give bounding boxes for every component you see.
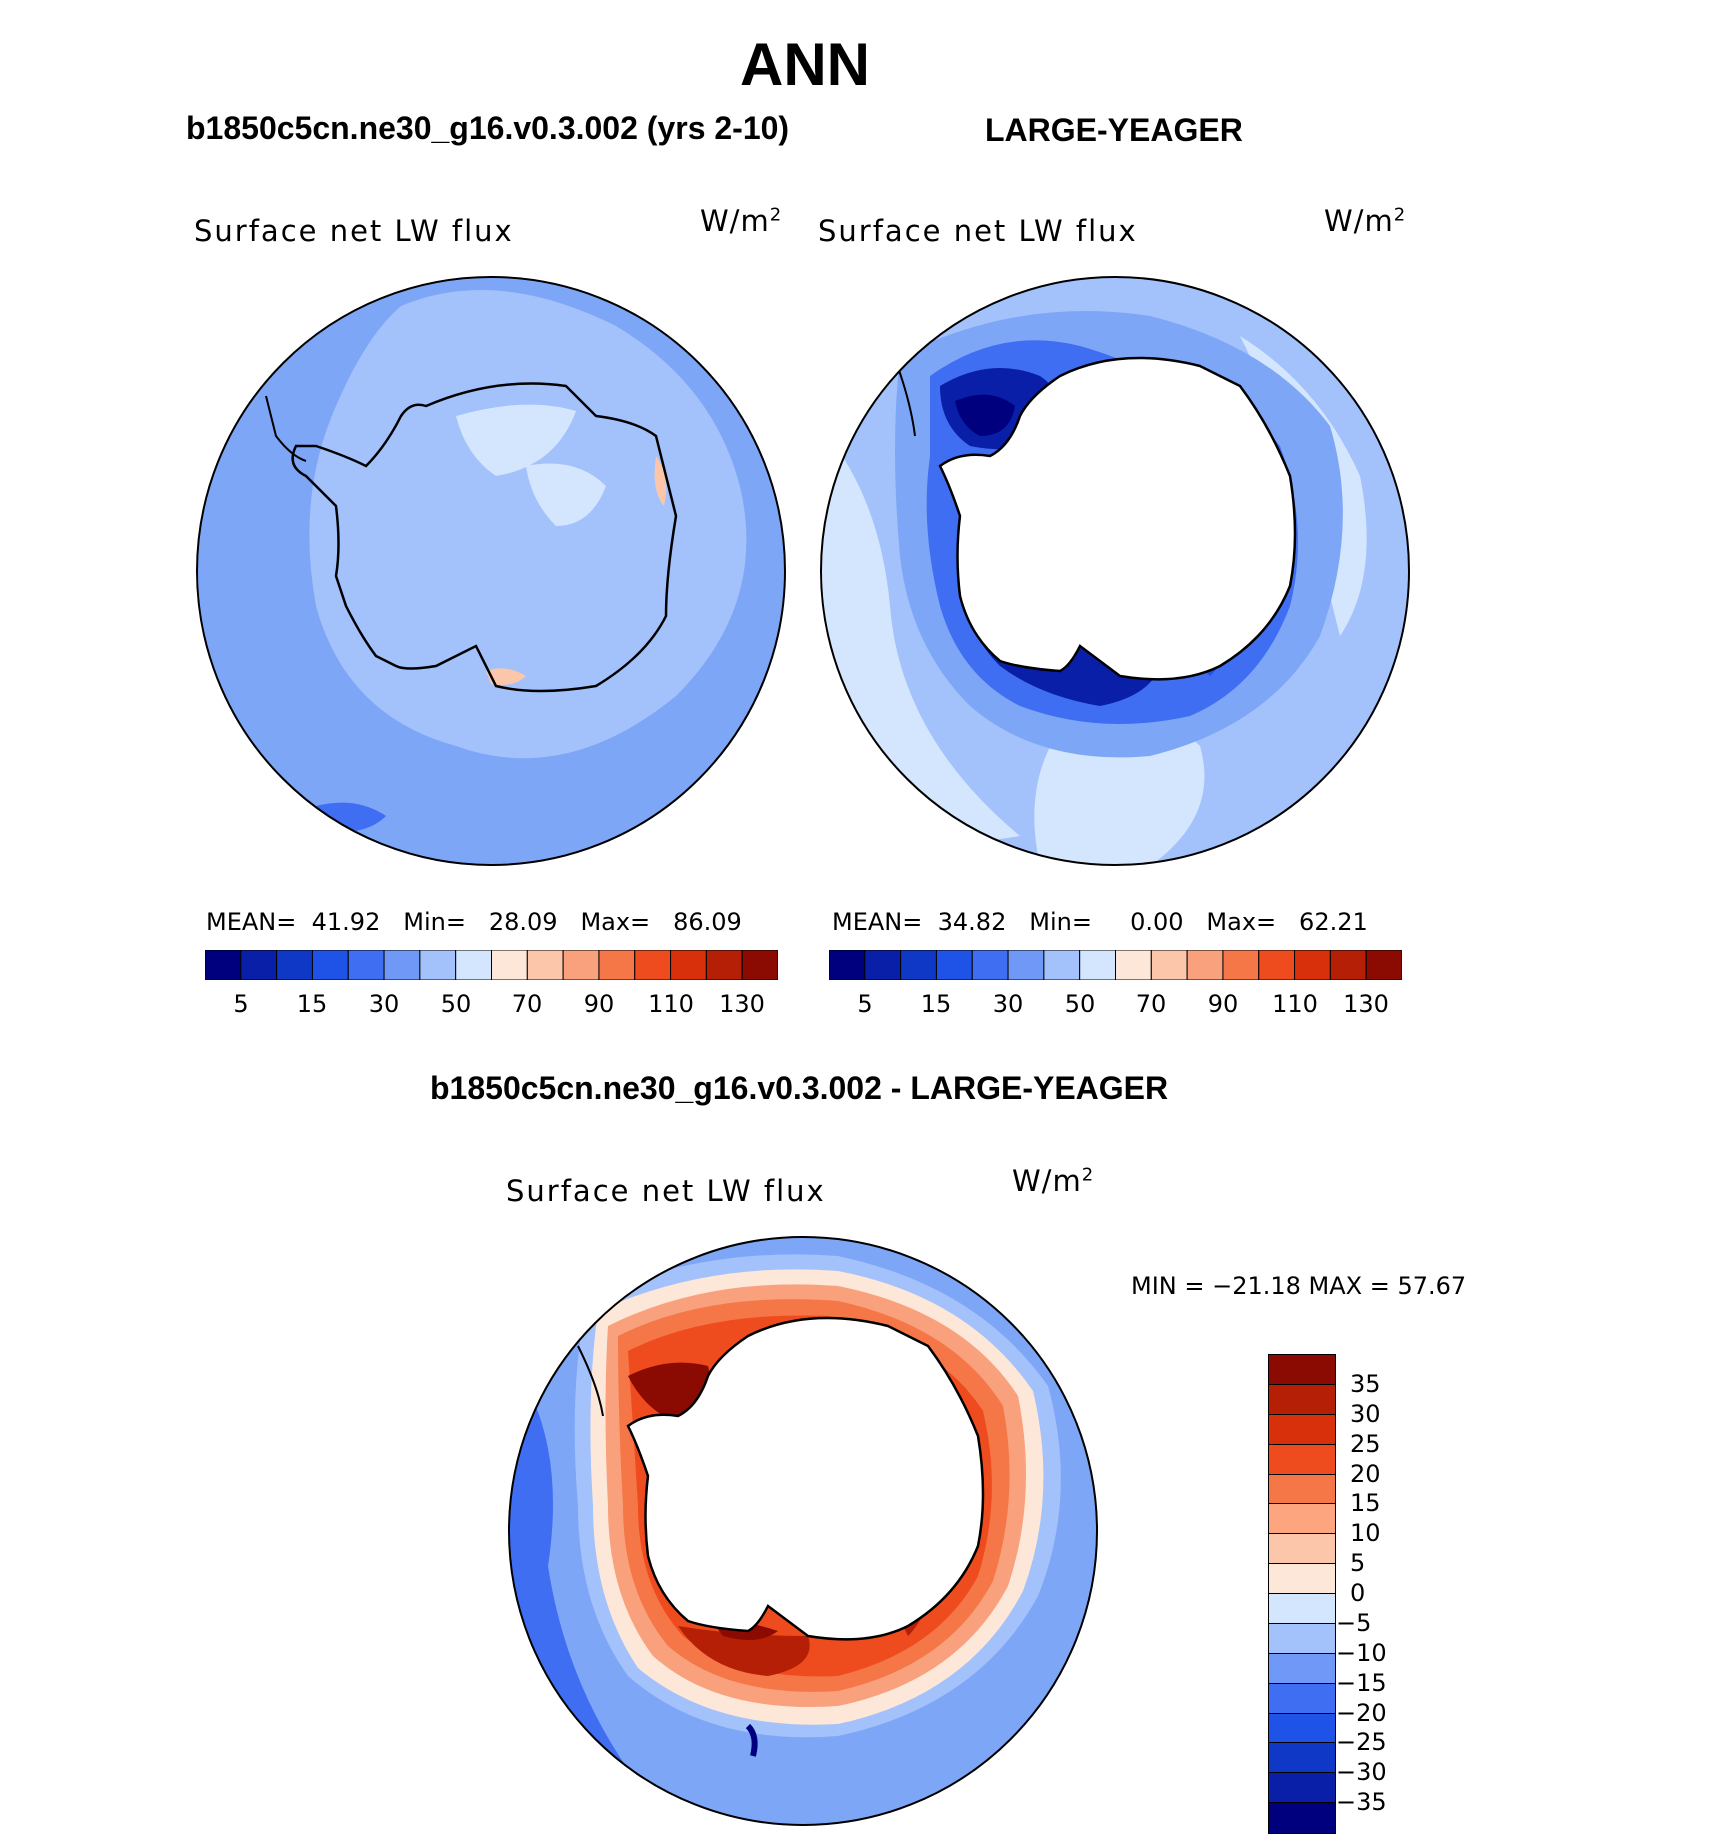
page-title: ANN (740, 31, 870, 98)
colorbar-swatch (311, 950, 349, 980)
variable-name-left: Surface net LW flux (194, 214, 514, 248)
colorbar-swatch (1043, 950, 1081, 980)
colorbar-tick-label: −5 (1336, 1608, 1372, 1637)
colorbar-swatch (971, 950, 1009, 980)
colorbar-swatch (562, 950, 600, 980)
colorbar-swatch (1269, 1355, 1335, 1385)
colorbar-swatch (1329, 950, 1367, 980)
colorbar-swatch (829, 950, 866, 980)
variable-name-right: Surface net LW flux (818, 214, 1138, 248)
colorbar-tick-label: 0 (1350, 1579, 1366, 1607)
colorbar-swatch (864, 950, 902, 980)
colorbar-swatch (455, 950, 492, 980)
units-diff: W/m2 (1012, 1164, 1095, 1198)
colorbar-swatch (935, 950, 973, 980)
units-right: W/m2 (1324, 204, 1407, 238)
colorbar-tick-label: 10 (1350, 1519, 1381, 1548)
colorbar-swatch (1294, 950, 1331, 980)
colorbar-swatch (205, 950, 242, 980)
colorbar-swatch (1186, 950, 1224, 980)
colorbar-swatch (1269, 1534, 1335, 1565)
colorbar-swatch (598, 950, 636, 980)
colorbar-tick-label: 20 (1350, 1459, 1381, 1488)
colorbar-swatch (1115, 950, 1152, 980)
colorbar-swatch (1269, 1414, 1335, 1445)
colorbar-swatch (240, 950, 278, 980)
colorbar-swatch (1269, 1713, 1335, 1744)
case-title-left: b1850c5cn.ne30_g16.v0.3.002 (yrs 2-10) (186, 110, 790, 146)
colorbar-swatch (1269, 1803, 1335, 1833)
stats-right: MEAN= 34.82 Min= 0.00 Max= 62.21 (832, 908, 1368, 936)
colorbar-swatch (670, 950, 707, 980)
colorbar-tick-label: −10 (1336, 1638, 1387, 1667)
stats-left: MEAN= 41.92 Min= 28.09 Max= 86.09 (206, 908, 742, 936)
colorbar-swatch (419, 950, 457, 980)
colorbar-swatch (900, 950, 937, 980)
colorbar-tick-label: −25 (1336, 1728, 1387, 1757)
colorbar-swatch (526, 950, 564, 980)
colorbar-swatch (1269, 1773, 1335, 1804)
colorbar-swatch (1269, 1504, 1335, 1535)
colorbar-diff (1268, 1354, 1336, 1834)
colorbar-tick-label: −35 (1336, 1788, 1387, 1817)
colorbar-swatch (1150, 950, 1188, 980)
colorbar-swatch (1269, 1623, 1335, 1654)
colorbar-swatch (1079, 950, 1116, 980)
colorbar-swatch (1258, 950, 1296, 980)
colorbar-labels-left: 5 15 30 50 70 90 110 130 (233, 990, 765, 1018)
colorbar-tick-label: 30 (1350, 1399, 1381, 1428)
colorbar-swatch (1365, 950, 1402, 980)
colorbar-tick-label: −20 (1336, 1698, 1387, 1727)
colorbar-swatch (1269, 1594, 1335, 1624)
colorbar-swatch (491, 950, 528, 980)
colorbar-swatch (1269, 1444, 1335, 1475)
colorbar-swatch (276, 950, 313, 980)
colorbar-swatch (741, 950, 778, 980)
colorbar-swatch (1269, 1653, 1335, 1684)
colorbar-swatch (705, 950, 743, 980)
map-right (820, 276, 1410, 866)
colorbar-labels-right: 5 15 30 50 70 90 110 130 (857, 990, 1389, 1018)
colorbar-right (829, 950, 1402, 980)
map-left (196, 276, 786, 866)
variable-name-diff: Surface net LW flux (506, 1174, 826, 1208)
colorbar-swatch (347, 950, 385, 980)
colorbar-tick-label: 5 (1350, 1549, 1366, 1578)
units-left: W/m2 (700, 204, 783, 238)
colorbar-swatch (1222, 950, 1260, 980)
colorbar-swatch (634, 950, 672, 980)
colorbar-tick-label: −30 (1336, 1758, 1387, 1787)
colorbar-swatch (1269, 1474, 1335, 1505)
case-title-right: LARGE-YEAGER (985, 112, 1243, 148)
case-title-diff: b1850c5cn.ne30_g16.v0.3.002 - LARGE-YEAG… (430, 1070, 1169, 1106)
colorbar-tick-label: −15 (1336, 1668, 1387, 1697)
colorbar-tick-label: 35 (1350, 1369, 1381, 1398)
colorbar-swatch (1269, 1683, 1335, 1714)
colorbar-swatch (1269, 1743, 1335, 1774)
colorbar-swatch (1269, 1384, 1335, 1415)
minmax-diff: MIN = −21.18 MAX = 57.67 (1131, 1272, 1467, 1300)
colorbar-swatch (1269, 1564, 1335, 1594)
map-diff (508, 1236, 1098, 1826)
colorbar-left (205, 950, 778, 980)
colorbar-swatch (383, 950, 421, 980)
colorbar-swatch (1007, 950, 1045, 980)
colorbar-tick-label: 15 (1350, 1489, 1381, 1518)
colorbar-tick-label: 25 (1350, 1429, 1381, 1458)
